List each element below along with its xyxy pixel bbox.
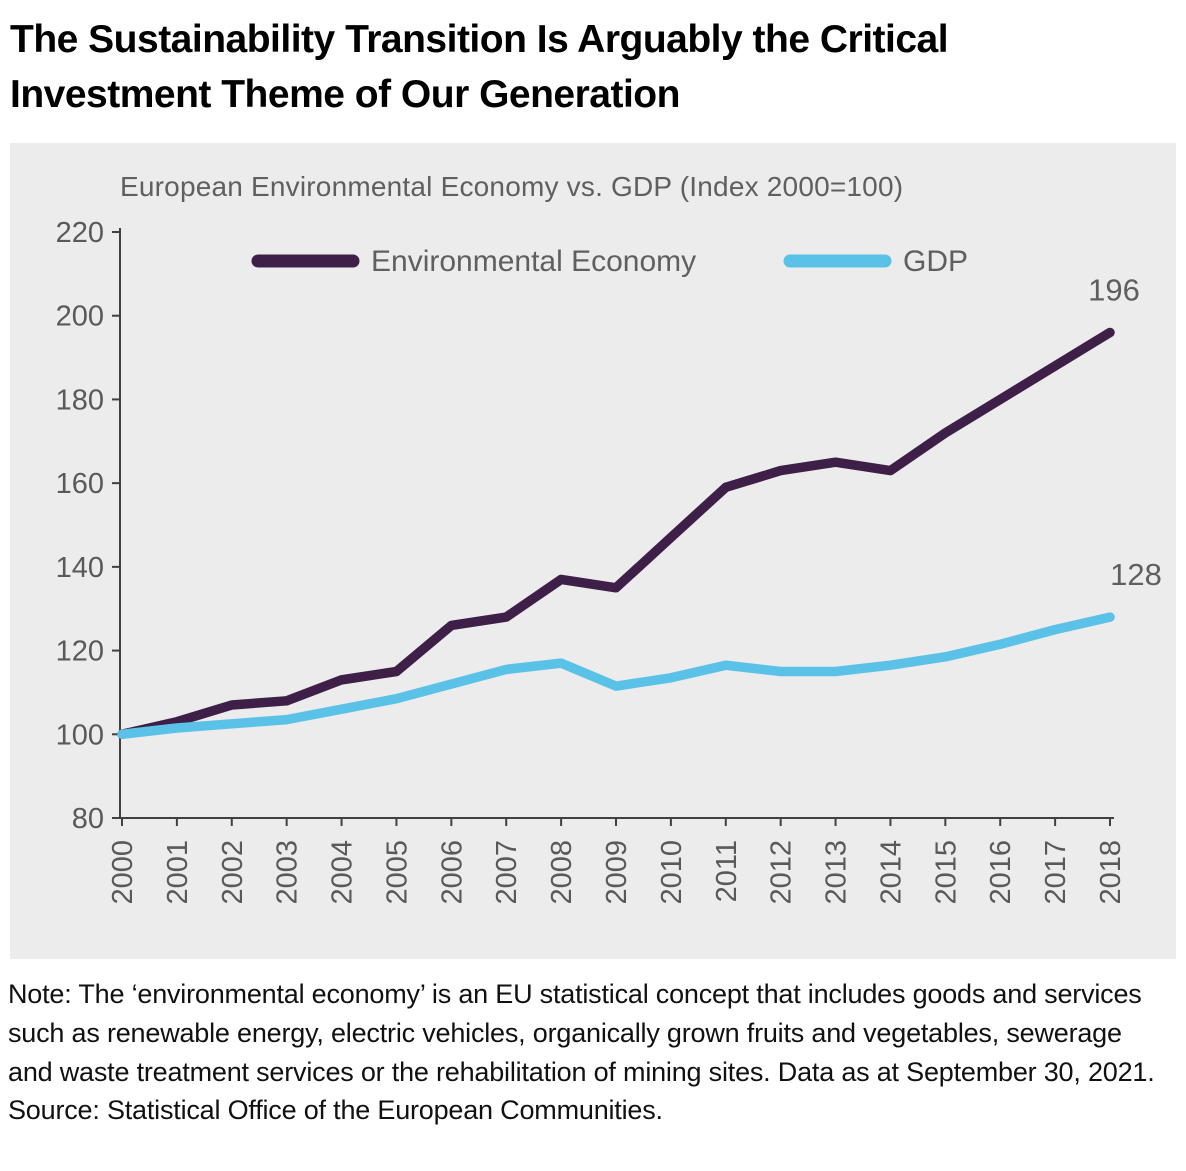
x-axis-tick-label: 2006 [436,840,468,905]
page-title-line-2: Investment Theme of Our Generation [10,73,680,117]
series-line-environmental-economy [117,327,1115,739]
y-axis-tick-label: 220 [56,217,104,249]
x-axis-tick-label: 2018 [1095,840,1127,905]
x-axis-tick-label: 2011 [711,840,743,902]
x-axis-tick-label: 2017 [1040,840,1072,905]
y-axis-tick-label: 180 [56,384,104,416]
x-axis-tick-label: 2015 [930,840,962,905]
page-title-line-1: The Sustainability Transition Is Arguabl… [10,18,949,61]
footnote: Note: The ‘environmental economy’ is an … [8,978,1155,1126]
y-axis-tick-label: 100 [56,719,104,751]
x-axis-tick-label: 2016 [985,840,1017,905]
x-axis-tick-label: 2014 [875,840,907,905]
chart-panel: European Environmental Economy vs. GDP (… [10,142,1176,959]
legend-label-environmental-economy: Environmental Economy [371,245,696,278]
x-axis-tick-label: 2000 [107,840,139,905]
x-axis-tick-label: 2002 [217,840,249,905]
y-axis-tick-label: 80 [72,803,104,835]
series-line-gdp [117,612,1115,739]
y-axis-tick-label: 120 [56,635,104,667]
end-value-label-environmental-economy: 196 [1088,272,1140,307]
legend-label-gdp: GDP [903,245,968,278]
x-axis-tick-label: 2009 [601,840,633,905]
x-axis-tick-label: 2010 [656,840,688,905]
y-axis-tick-label: 140 [56,552,104,584]
x-axis-tick-label: 2001 [162,840,194,905]
end-value-label-gdp: 128 [1110,557,1162,592]
x-axis-tick-label: 2008 [546,840,578,905]
x-axis-tick-label: 2007 [491,840,523,905]
y-axis-tick-label: 160 [56,468,104,500]
page-title: The Sustainability Transition Is Arguabl… [10,12,1176,123]
x-axis-tick-label: 2013 [821,840,853,905]
chart-title: European Environmental Economy vs. GDP (… [120,170,904,202]
x-axis-tick-label: 2004 [327,840,359,905]
chart-svg: 80 100 120 140 160 180 200 220 2000 2001 2002 2003 2… [56,217,1162,905]
y-axis-tick-label: 200 [56,300,104,332]
x-axis-tick-label: 2012 [766,840,798,905]
x-axis-tick-label: 2003 [272,840,304,905]
x-axis-tick-label: 2005 [381,840,413,905]
